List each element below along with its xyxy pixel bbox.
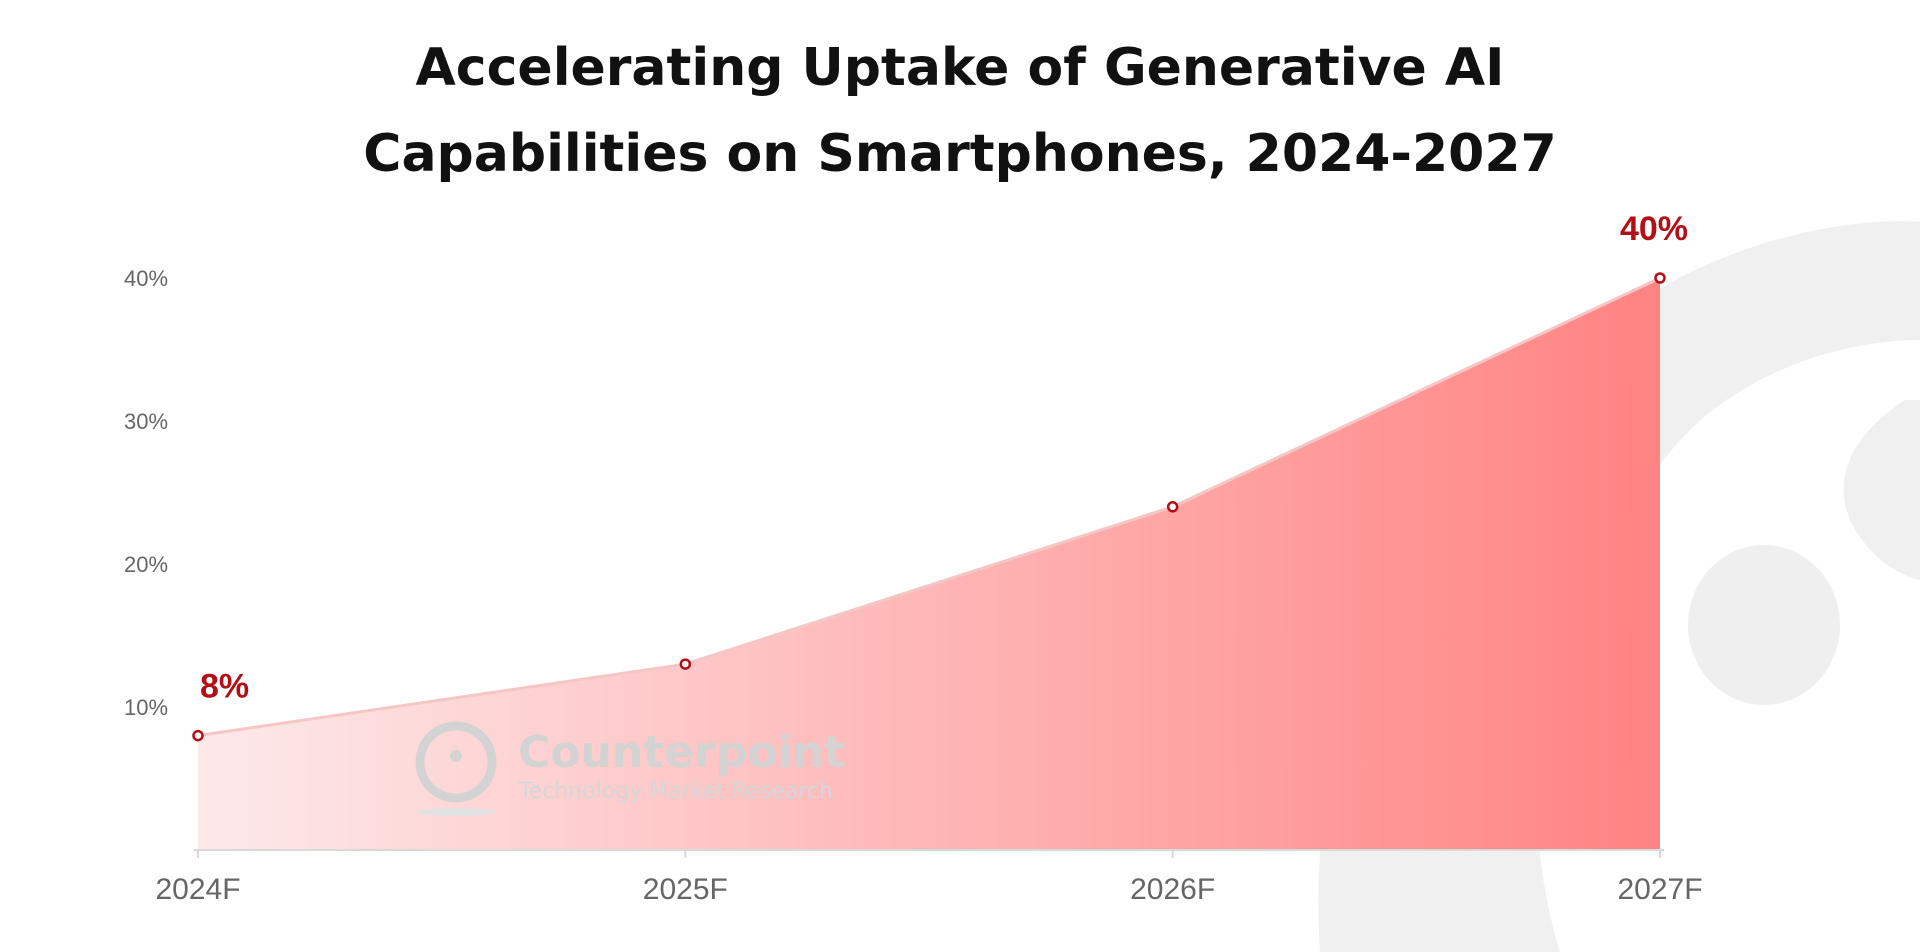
chart-title-line-1: Accelerating Uptake of Generative AI bbox=[415, 38, 1505, 98]
chart-title-line-2: Capabilities on Smartphones, 2024-2027 bbox=[363, 124, 1557, 184]
area-layer bbox=[197, 276, 1661, 850]
axes-layer: 2024F 2025F 2026F 2027F 10% 20% 30% 40% bbox=[124, 266, 1703, 906]
x-tick-label: 2025F bbox=[643, 873, 728, 906]
x-tick-label: 2027F bbox=[1617, 873, 1702, 906]
counterpoint-logo bbox=[415, 721, 497, 816]
watermark-tagline: Technology Market Research bbox=[518, 779, 833, 804]
y-tick-label: 10% bbox=[124, 695, 168, 720]
area-fill bbox=[198, 278, 1660, 850]
y-tick-label: 20% bbox=[124, 552, 168, 577]
data-label: 8% bbox=[200, 668, 249, 706]
series-line bbox=[197, 276, 1661, 738]
y-tick-label: 40% bbox=[124, 266, 168, 291]
watermark-name: Counterpoint bbox=[518, 727, 845, 778]
data-point-marker bbox=[192, 729, 204, 742]
x-tick-label: 2026F bbox=[1130, 873, 1215, 906]
data-point-marker bbox=[1654, 272, 1666, 284]
data-label: 40% bbox=[1620, 210, 1688, 248]
y-tick-label: 30% bbox=[124, 409, 168, 434]
counterpoint-watermark: Counterpoint Technology Market Research bbox=[415, 721, 845, 816]
label-layer: 8% 40% bbox=[200, 210, 1688, 706]
x-tick-label: 2024F bbox=[155, 873, 240, 906]
marker-layer bbox=[192, 272, 1666, 742]
data-point-marker bbox=[679, 658, 692, 670]
data-point-marker bbox=[1166, 501, 1179, 513]
